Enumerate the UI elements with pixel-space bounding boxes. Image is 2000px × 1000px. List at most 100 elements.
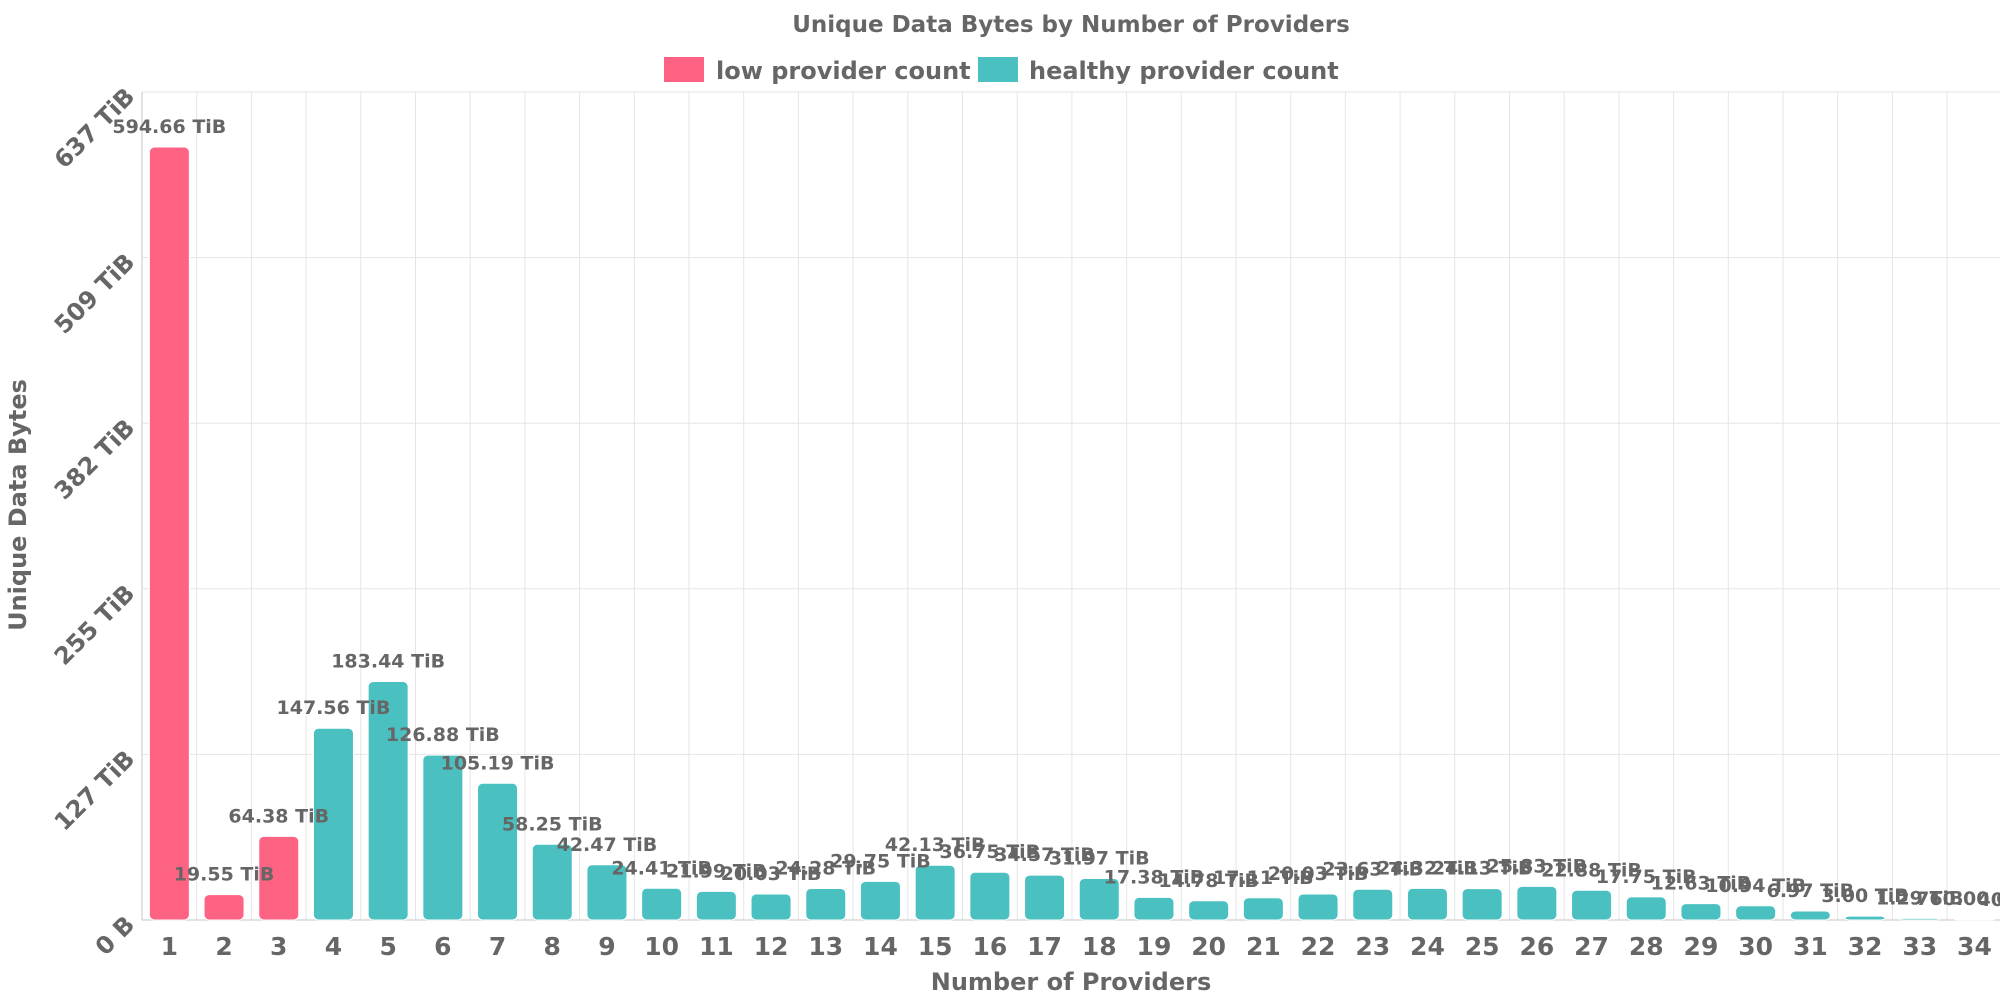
x-tick-label-21: 21 [1246,932,1281,961]
data-label-18: 31.97 TiB [1049,847,1150,869]
bar-33[interactable] [1899,917,1941,921]
bar-2[interactable] [203,894,245,921]
data-label-26: 25.83 TiB [1487,855,1588,877]
bar-24[interactable] [1406,887,1448,921]
data-label-17: 34.57 TiB [994,844,1095,866]
data-label-7: 105.19 TiB [441,752,555,774]
data-label-22: 20.03 TiB [1268,863,1369,885]
data-label-19: 17.38 TiB [1104,866,1205,888]
chart-title: Unique Data Bytes by Number of Providers [792,12,1350,38]
x-tick-label-4: 4 [325,932,342,961]
bar-27[interactable] [1571,889,1613,921]
data-label-23: 23.63 TiB [1322,858,1423,880]
data-label-20: 14.78 TiB [1158,870,1259,892]
data-label-35: 40.00 GiB [1977,889,2000,911]
bar-7[interactable] [477,782,519,921]
bar-20[interactable] [1188,900,1230,921]
x-tick-label-12: 12 [754,932,789,961]
legend-swatch-low-provider-count[interactable] [664,57,704,82]
data-label-12: 20.03 TiB [721,863,822,885]
legend: low provider count healthy provider coun… [664,57,1339,85]
x-tick-label-27: 27 [1574,932,1609,961]
bar-34[interactable] [1953,918,1995,921]
data-label-16: 36.75 TiB [940,841,1041,863]
data-label-5: 183.44 TiB [331,651,445,673]
bar-13[interactable] [805,887,847,921]
x-tick-label-3: 3 [270,932,287,961]
bar-18[interactable] [1078,877,1120,921]
x-tick-label-13: 13 [808,932,843,961]
bar-25[interactable] [1461,888,1503,921]
x-tick-label-25: 25 [1465,932,1500,961]
data-label-2: 19.55 TiB [174,864,275,886]
data-label-3: 64.38 TiB [228,805,329,827]
x-axis-ticks: 1 2 3 4 5 6 7 8 9 10 11 12 13 14 15 16 17 18 19 20 21 22 23 24 2… [161,932,1992,961]
bar-23[interactable] [1352,888,1394,921]
bar-31[interactable] [1789,910,1831,921]
y-axis-title: Unique Data Bytes [4,379,32,631]
bar-29[interactable] [1680,903,1722,921]
data-label-33: 1.29 TiB [1876,887,1963,909]
bar-6[interactable] [422,754,464,921]
bar-21[interactable] [1242,897,1284,921]
data-label-6: 126.88 TiB [386,724,500,746]
data-label-24: 24.32 TiB [1377,857,1478,879]
bar-11[interactable] [695,890,737,921]
bar-22[interactable] [1297,893,1339,921]
legend-label-low-provider-count[interactable]: low provider count [716,57,971,85]
data-label-28: 17.75 TiB [1596,866,1697,888]
bar-26[interactable] [1516,885,1558,921]
bar-12[interactable] [750,893,792,921]
data-label-11: 21.99 TiB [666,860,767,882]
bar-8[interactable] [531,843,573,921]
x-tick-label-33: 33 [1902,932,1937,961]
y-tick-label-2: 255 TiB [49,579,140,670]
bar-10[interactable] [641,887,683,921]
bar-4[interactable] [312,727,354,921]
bar-14[interactable] [859,880,901,921]
y-tick-label-1: 127 TiB [49,745,140,836]
y-tick-label-3: 382 TiB [49,414,140,505]
data-label-4: 147.56 TiB [277,697,391,719]
bar-3[interactable] [258,835,300,921]
data-label-32: 3.00 TiB [1821,885,1908,907]
x-tick-label-24: 24 [1410,932,1445,961]
x-tick-label-28: 28 [1629,932,1664,961]
legend-label-healthy-provider-count[interactable]: healthy provider count [1029,57,1339,85]
x-tick-label-15: 15 [918,932,953,961]
data-label-14: 29.75 TiB [830,850,931,872]
data-label-8: 58.25 TiB [502,813,603,835]
x-tick-label-9: 9 [598,932,615,961]
bar-30[interactable] [1735,905,1777,921]
x-tick-label-10: 10 [644,932,679,961]
bars [148,146,1995,921]
bar-9[interactable] [586,864,628,921]
bar-17[interactable] [1024,874,1066,921]
data-label-27: 22.88 TiB [1541,859,1642,881]
x-tick-label-31: 31 [1793,932,1828,961]
data-label-25: 24.13 TiB [1432,858,1533,880]
x-tick-label-32: 32 [1848,932,1883,961]
x-tick-label-8: 8 [544,932,561,961]
bar-5[interactable] [367,681,409,921]
bar-19[interactable] [1133,896,1175,921]
x-tick-label-23: 23 [1355,932,1390,961]
bar-16[interactable] [969,871,1011,921]
bar-32[interactable] [1844,915,1886,921]
bar-1[interactable] [148,146,190,921]
x-tick-label-6: 6 [434,932,451,961]
legend-swatch-healthy-provider-count[interactable] [978,57,1018,82]
x-tick-label-2: 2 [215,932,232,961]
bar-15[interactable] [914,864,956,921]
x-tick-label-5: 5 [379,932,396,961]
data-label-31: 6.97 TiB [1767,880,1854,902]
bar-28[interactable] [1625,896,1667,921]
data-label-34: 760.00 GiB [1916,888,2000,910]
data-label-15: 42.13 TiB [885,834,986,856]
x-tick-label-7: 7 [489,932,506,961]
data-labels: 594.66 TiB 19.55 TiB 64.38 TiB 147.56 TiB 18… [112,116,2000,911]
x-tick-label-19: 19 [1137,932,1172,961]
y-tick-label-0: 0 B [90,910,140,960]
